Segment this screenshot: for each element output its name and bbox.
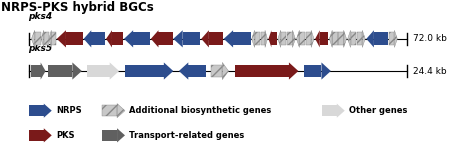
Polygon shape [332,32,337,45]
Text: pks4: pks4 [27,12,52,21]
Polygon shape [164,62,173,80]
Polygon shape [117,104,125,118]
Polygon shape [57,30,66,47]
Polygon shape [44,128,52,142]
Polygon shape [347,30,351,47]
Polygon shape [297,30,300,47]
Polygon shape [125,65,164,77]
Polygon shape [102,130,117,141]
Polygon shape [124,30,133,47]
Text: Other genes: Other genes [349,106,407,115]
Polygon shape [337,104,345,118]
Polygon shape [91,32,105,45]
Polygon shape [51,32,55,45]
Polygon shape [389,32,394,45]
Polygon shape [44,32,49,45]
Polygon shape [188,65,206,77]
Polygon shape [222,62,228,80]
Polygon shape [272,32,277,45]
Polygon shape [133,32,150,45]
Polygon shape [84,30,91,47]
Polygon shape [287,32,292,45]
Polygon shape [329,30,332,47]
Polygon shape [151,30,158,47]
Polygon shape [338,32,344,45]
Polygon shape [48,65,73,77]
Text: PKS: PKS [56,131,74,140]
Polygon shape [44,104,52,118]
Polygon shape [201,30,209,47]
Polygon shape [117,128,125,142]
Polygon shape [357,32,362,45]
Polygon shape [320,32,328,45]
Text: 24.4 kb: 24.4 kb [413,66,447,76]
Polygon shape [173,30,182,47]
Polygon shape [87,65,109,77]
Polygon shape [315,30,320,47]
Text: NRPS: NRPS [56,106,82,115]
Polygon shape [112,32,123,45]
Polygon shape [374,32,388,45]
Polygon shape [158,32,173,45]
Polygon shape [281,32,286,45]
Text: Additional biosynthetic genes: Additional biosynthetic genes [129,106,272,115]
Polygon shape [29,105,44,116]
Polygon shape [109,62,119,80]
Polygon shape [289,62,298,80]
Text: NRPS-PKS hybrid BGCs: NRPS-PKS hybrid BGCs [0,2,154,14]
Polygon shape [322,105,337,116]
Polygon shape [292,30,295,47]
Polygon shape [394,30,397,47]
Polygon shape [31,65,41,77]
Polygon shape [265,30,267,47]
Polygon shape [311,30,314,47]
Polygon shape [321,62,331,80]
Polygon shape [224,30,233,47]
Polygon shape [268,30,272,47]
Polygon shape [210,65,222,77]
Polygon shape [255,32,260,45]
Polygon shape [49,30,51,47]
Polygon shape [31,30,35,47]
Polygon shape [235,65,289,77]
Polygon shape [233,32,251,45]
Text: 72.0 kb: 72.0 kb [413,34,447,43]
Polygon shape [344,30,346,47]
Polygon shape [41,62,46,80]
Polygon shape [29,130,44,141]
Polygon shape [73,62,82,80]
Polygon shape [366,30,374,47]
Polygon shape [306,32,311,45]
Polygon shape [278,30,281,47]
Polygon shape [66,32,83,45]
Polygon shape [209,32,223,45]
Polygon shape [182,32,200,45]
Polygon shape [106,30,112,47]
Polygon shape [252,30,255,47]
Polygon shape [179,62,188,80]
Text: Transport-related genes: Transport-related genes [129,131,245,140]
Polygon shape [35,32,41,45]
Polygon shape [351,32,356,45]
Polygon shape [102,105,117,116]
Polygon shape [41,30,44,47]
Polygon shape [304,65,321,77]
Text: pks5: pks5 [27,44,52,53]
Polygon shape [362,30,365,47]
Polygon shape [300,32,305,45]
Polygon shape [261,32,265,45]
